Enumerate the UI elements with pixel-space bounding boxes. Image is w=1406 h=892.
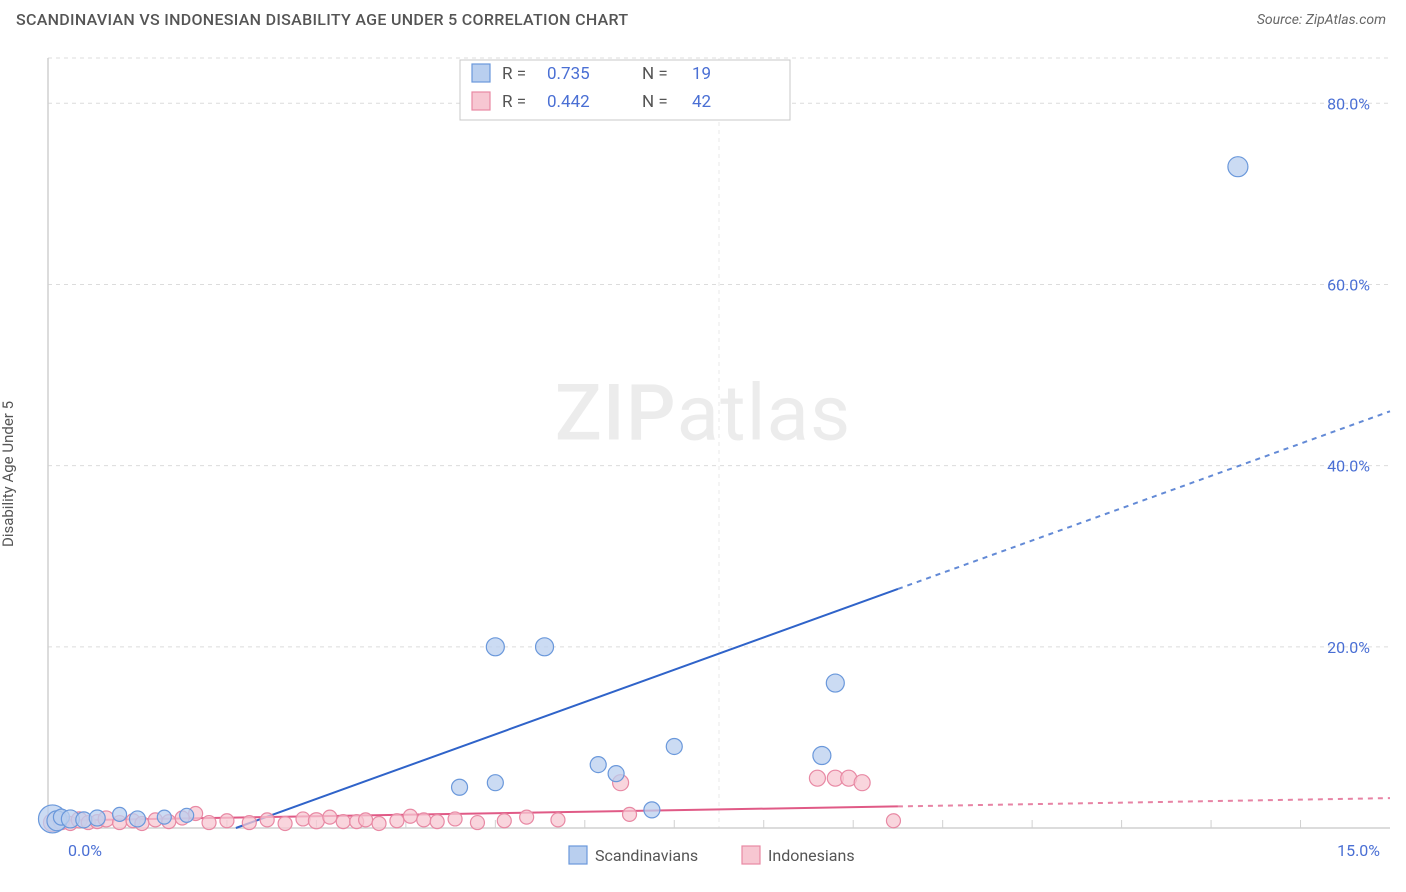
page-title: SCANDINAVIAN VS INDONESIAN DISABILITY AG… (16, 10, 628, 29)
chart-container: Disability Age Under 5 ZIPatlas 20.0%40.… (0, 38, 1406, 892)
svg-text:0.0%: 0.0% (68, 841, 102, 860)
svg-text:N =: N = (642, 92, 668, 112)
svg-text:0.735: 0.735 (547, 64, 590, 84)
y-axis-label: Disability Age Under 5 (0, 401, 17, 547)
svg-text:40.0%: 40.0% (1327, 457, 1370, 476)
svg-text:60.0%: 60.0% (1327, 275, 1370, 294)
svg-text:20.0%: 20.0% (1327, 638, 1370, 657)
svg-text:0.442: 0.442 (547, 92, 590, 112)
svg-text:80.0%: 80.0% (1327, 94, 1370, 113)
svg-text:N =: N = (642, 64, 668, 84)
svg-text:Scandinavians: Scandinavians (595, 846, 698, 865)
source-label: Source: ZipAtlas.com (1257, 12, 1386, 28)
svg-text:42: 42 (692, 92, 711, 112)
svg-text:R =: R = (502, 92, 526, 112)
correlation-chart: 20.0% 40.0% 60.0% 80.0% 0.0% 15.0% R = 0.735 N =… (0, 38, 1406, 892)
svg-text:Indonesians: Indonesians (768, 846, 855, 865)
svg-text:19: 19 (692, 64, 711, 84)
svg-text:R =: R = (502, 64, 526, 84)
svg-text:15.0%: 15.0% (1337, 841, 1380, 860)
